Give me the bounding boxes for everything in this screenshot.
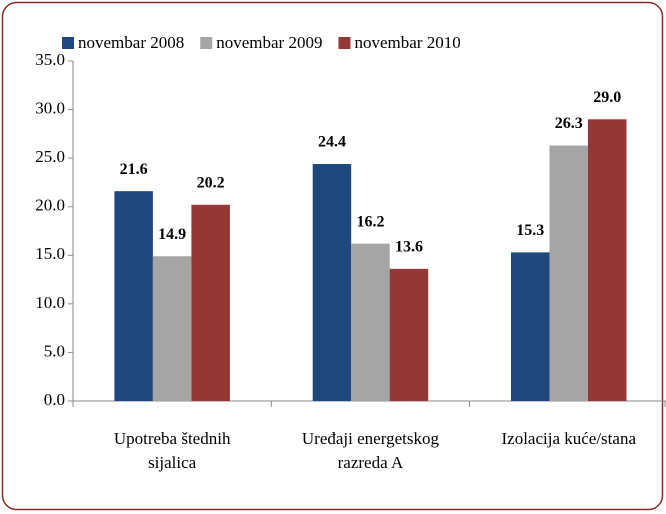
x-tick-label: Upotreba štednih (114, 429, 231, 448)
legend-swatch (62, 37, 74, 49)
legend-swatch (200, 37, 213, 49)
value-label: 21.6 (120, 161, 148, 178)
bar (389, 268, 429, 401)
bar (114, 191, 153, 401)
bar (312, 163, 352, 401)
value-label: 20.2 (197, 174, 225, 191)
value-label: 26.3 (555, 115, 583, 132)
y-tick-label: 25.0 (35, 147, 65, 166)
value-label: 14.9 (158, 226, 186, 243)
legend-label: novembar 2008 (78, 33, 184, 52)
value-label: 24.4 (318, 134, 346, 151)
value-label: 16.2 (356, 213, 384, 230)
bar (351, 243, 390, 401)
bar (511, 252, 550, 401)
bar (152, 256, 192, 401)
legend-label: novembar 2009 (216, 33, 322, 52)
x-tick-label: Uređaji energetskog (302, 429, 440, 448)
bar (588, 119, 627, 402)
value-label: 15.3 (516, 222, 544, 239)
value-label: 13.6 (395, 239, 423, 256)
y-tick-label: 20.0 (35, 196, 65, 215)
x-tick-label: sijalica (148, 453, 197, 472)
x-tick-label: Izolacija kuće/stana (501, 429, 636, 448)
bar (549, 145, 588, 401)
value-label: 29.0 (593, 89, 621, 106)
bar (191, 204, 230, 401)
legend-label: novembar 2010 (354, 33, 460, 52)
y-tick-label: 10.0 (35, 293, 65, 312)
y-tick-label: 35.0 (35, 50, 65, 69)
y-tick-label: 15.0 (35, 244, 65, 263)
y-tick-label: 0.0 (44, 390, 65, 409)
y-tick-label: 30.0 (35, 98, 65, 117)
y-tick-label: 5.0 (44, 341, 65, 360)
legend-swatch (338, 37, 351, 49)
x-tick-label: razreda A (338, 453, 404, 472)
